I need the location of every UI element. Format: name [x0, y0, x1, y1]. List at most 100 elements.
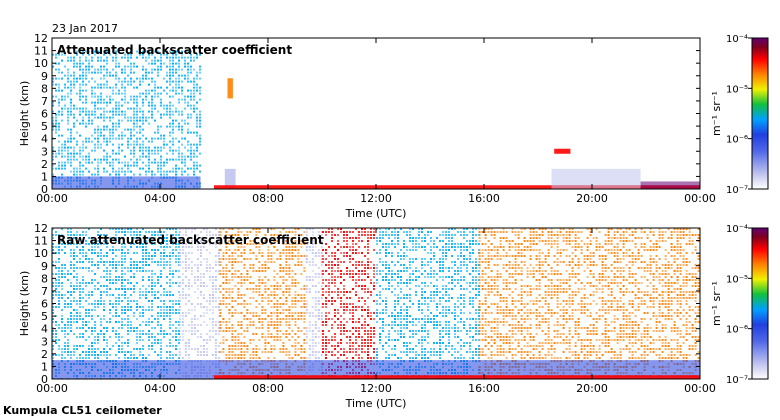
heatmap-cell [100, 68, 102, 71]
heatmap-cell [308, 288, 311, 290]
heatmap-cell [136, 261, 138, 263]
heatmap-cell [252, 282, 255, 284]
heatmap-cell [52, 336, 54, 338]
heatmap-cell [136, 318, 138, 320]
heatmap-cell [388, 267, 390, 269]
heatmap-cell [400, 276, 402, 278]
heatmap-cell [130, 276, 132, 278]
heatmap-cell [85, 161, 87, 164]
heatmap-cell [418, 330, 420, 332]
heatmap-cell [222, 258, 225, 260]
heatmap-cell [175, 336, 177, 338]
heatmap-cell [320, 273, 323, 275]
heatmap-cell [181, 56, 183, 59]
heatmap-cell [334, 348, 336, 350]
heatmap-cell [142, 134, 144, 137]
heatmap-cell [112, 110, 114, 113]
heatmap-cell [317, 300, 320, 302]
heatmap-cell [103, 149, 105, 152]
heatmap-cell [58, 234, 60, 236]
heatmap-cell [151, 336, 153, 338]
heatmap-cell [264, 336, 267, 338]
heatmap-cell [121, 231, 123, 233]
heatmap-cell [169, 285, 171, 287]
heatmap-cell [199, 71, 201, 74]
heatmap-cell [67, 279, 69, 281]
heatmap-cell [219, 324, 222, 326]
heatmap-cell [340, 231, 342, 233]
heatmap-cell [103, 318, 105, 320]
heatmap-cell [64, 336, 66, 338]
heatmap-cell [370, 294, 372, 296]
panel-attenuated: Attenuated backscatter coefficient012345… [18, 32, 769, 220]
heatmap-cell [67, 50, 69, 53]
heatmap-cell [276, 333, 279, 335]
heatmap-cell [364, 288, 366, 290]
heatmap-cell [267, 249, 270, 251]
heatmap-cell [184, 137, 186, 140]
heatmap-cell [320, 321, 323, 323]
heatmap-cell [142, 249, 144, 251]
heatmap-cell [121, 324, 123, 326]
heatmap-cell [184, 315, 187, 317]
heatmap-cell [103, 237, 105, 239]
heatmap-cell [403, 243, 405, 245]
heatmap-cell [94, 288, 96, 290]
heatmap-cell [427, 243, 429, 245]
heatmap-cell [285, 321, 288, 323]
heatmap-cell [133, 143, 135, 146]
heatmap-cell [67, 339, 69, 341]
heatmap-cell [352, 309, 354, 311]
heatmap-cell [91, 243, 93, 245]
heatmap-cell [252, 240, 255, 242]
heatmap-cell [112, 267, 114, 269]
heatmap-cell [154, 261, 156, 263]
heatmap-cell [148, 291, 150, 293]
heatmap-cell [154, 50, 156, 53]
heatmap-cell [214, 306, 217, 308]
heatmap-cell [205, 342, 208, 344]
heatmap-cell [325, 279, 327, 281]
heatmap-cell [190, 158, 192, 161]
heatmap-cell [163, 173, 165, 176]
heatmap-cell [172, 149, 174, 152]
heatmap-cell [421, 228, 423, 230]
heatmap-cell [297, 261, 300, 263]
heatmap-cell [252, 270, 255, 272]
heatmap-cell [358, 327, 360, 329]
heatmap-cell [88, 140, 90, 143]
heatmap-cell [70, 264, 72, 266]
heatmap-cell [343, 333, 345, 335]
heatmap-cell [270, 285, 273, 287]
heatmap-cell [187, 342, 190, 344]
heatmap-cell [94, 264, 96, 266]
heatmap-cell [196, 164, 198, 167]
heatmap-cell [109, 237, 111, 239]
heatmap-cell [181, 279, 184, 281]
heatmap-cell [388, 330, 390, 332]
heatmap-cell [94, 351, 96, 353]
heatmap-cell [160, 330, 162, 332]
heatmap-cell [175, 164, 177, 167]
heatmap-cell [234, 354, 237, 356]
heatmap-cell [211, 321, 214, 323]
heatmap-cell [320, 297, 323, 299]
heatmap-cell [148, 110, 150, 113]
heatmap-cell [370, 231, 372, 233]
heatmap-cell [133, 62, 135, 65]
heatmap-cell [291, 312, 294, 314]
heatmap-cell [376, 252, 378, 254]
heatmap-cell [211, 336, 214, 338]
heatmap-cell [91, 351, 93, 353]
heatmap-cell [325, 285, 327, 287]
heatmap-cell [305, 357, 308, 359]
heatmap-cell [267, 336, 270, 338]
heatmap-cell [379, 261, 381, 263]
heatmap-cell [328, 318, 330, 320]
heatmap-cell [214, 348, 217, 350]
heatmap-cell [282, 267, 285, 269]
heatmap-cell [424, 339, 426, 341]
heatmap-cell [154, 59, 156, 62]
heatmap-cell [136, 164, 138, 167]
heatmap-cell [249, 264, 252, 266]
